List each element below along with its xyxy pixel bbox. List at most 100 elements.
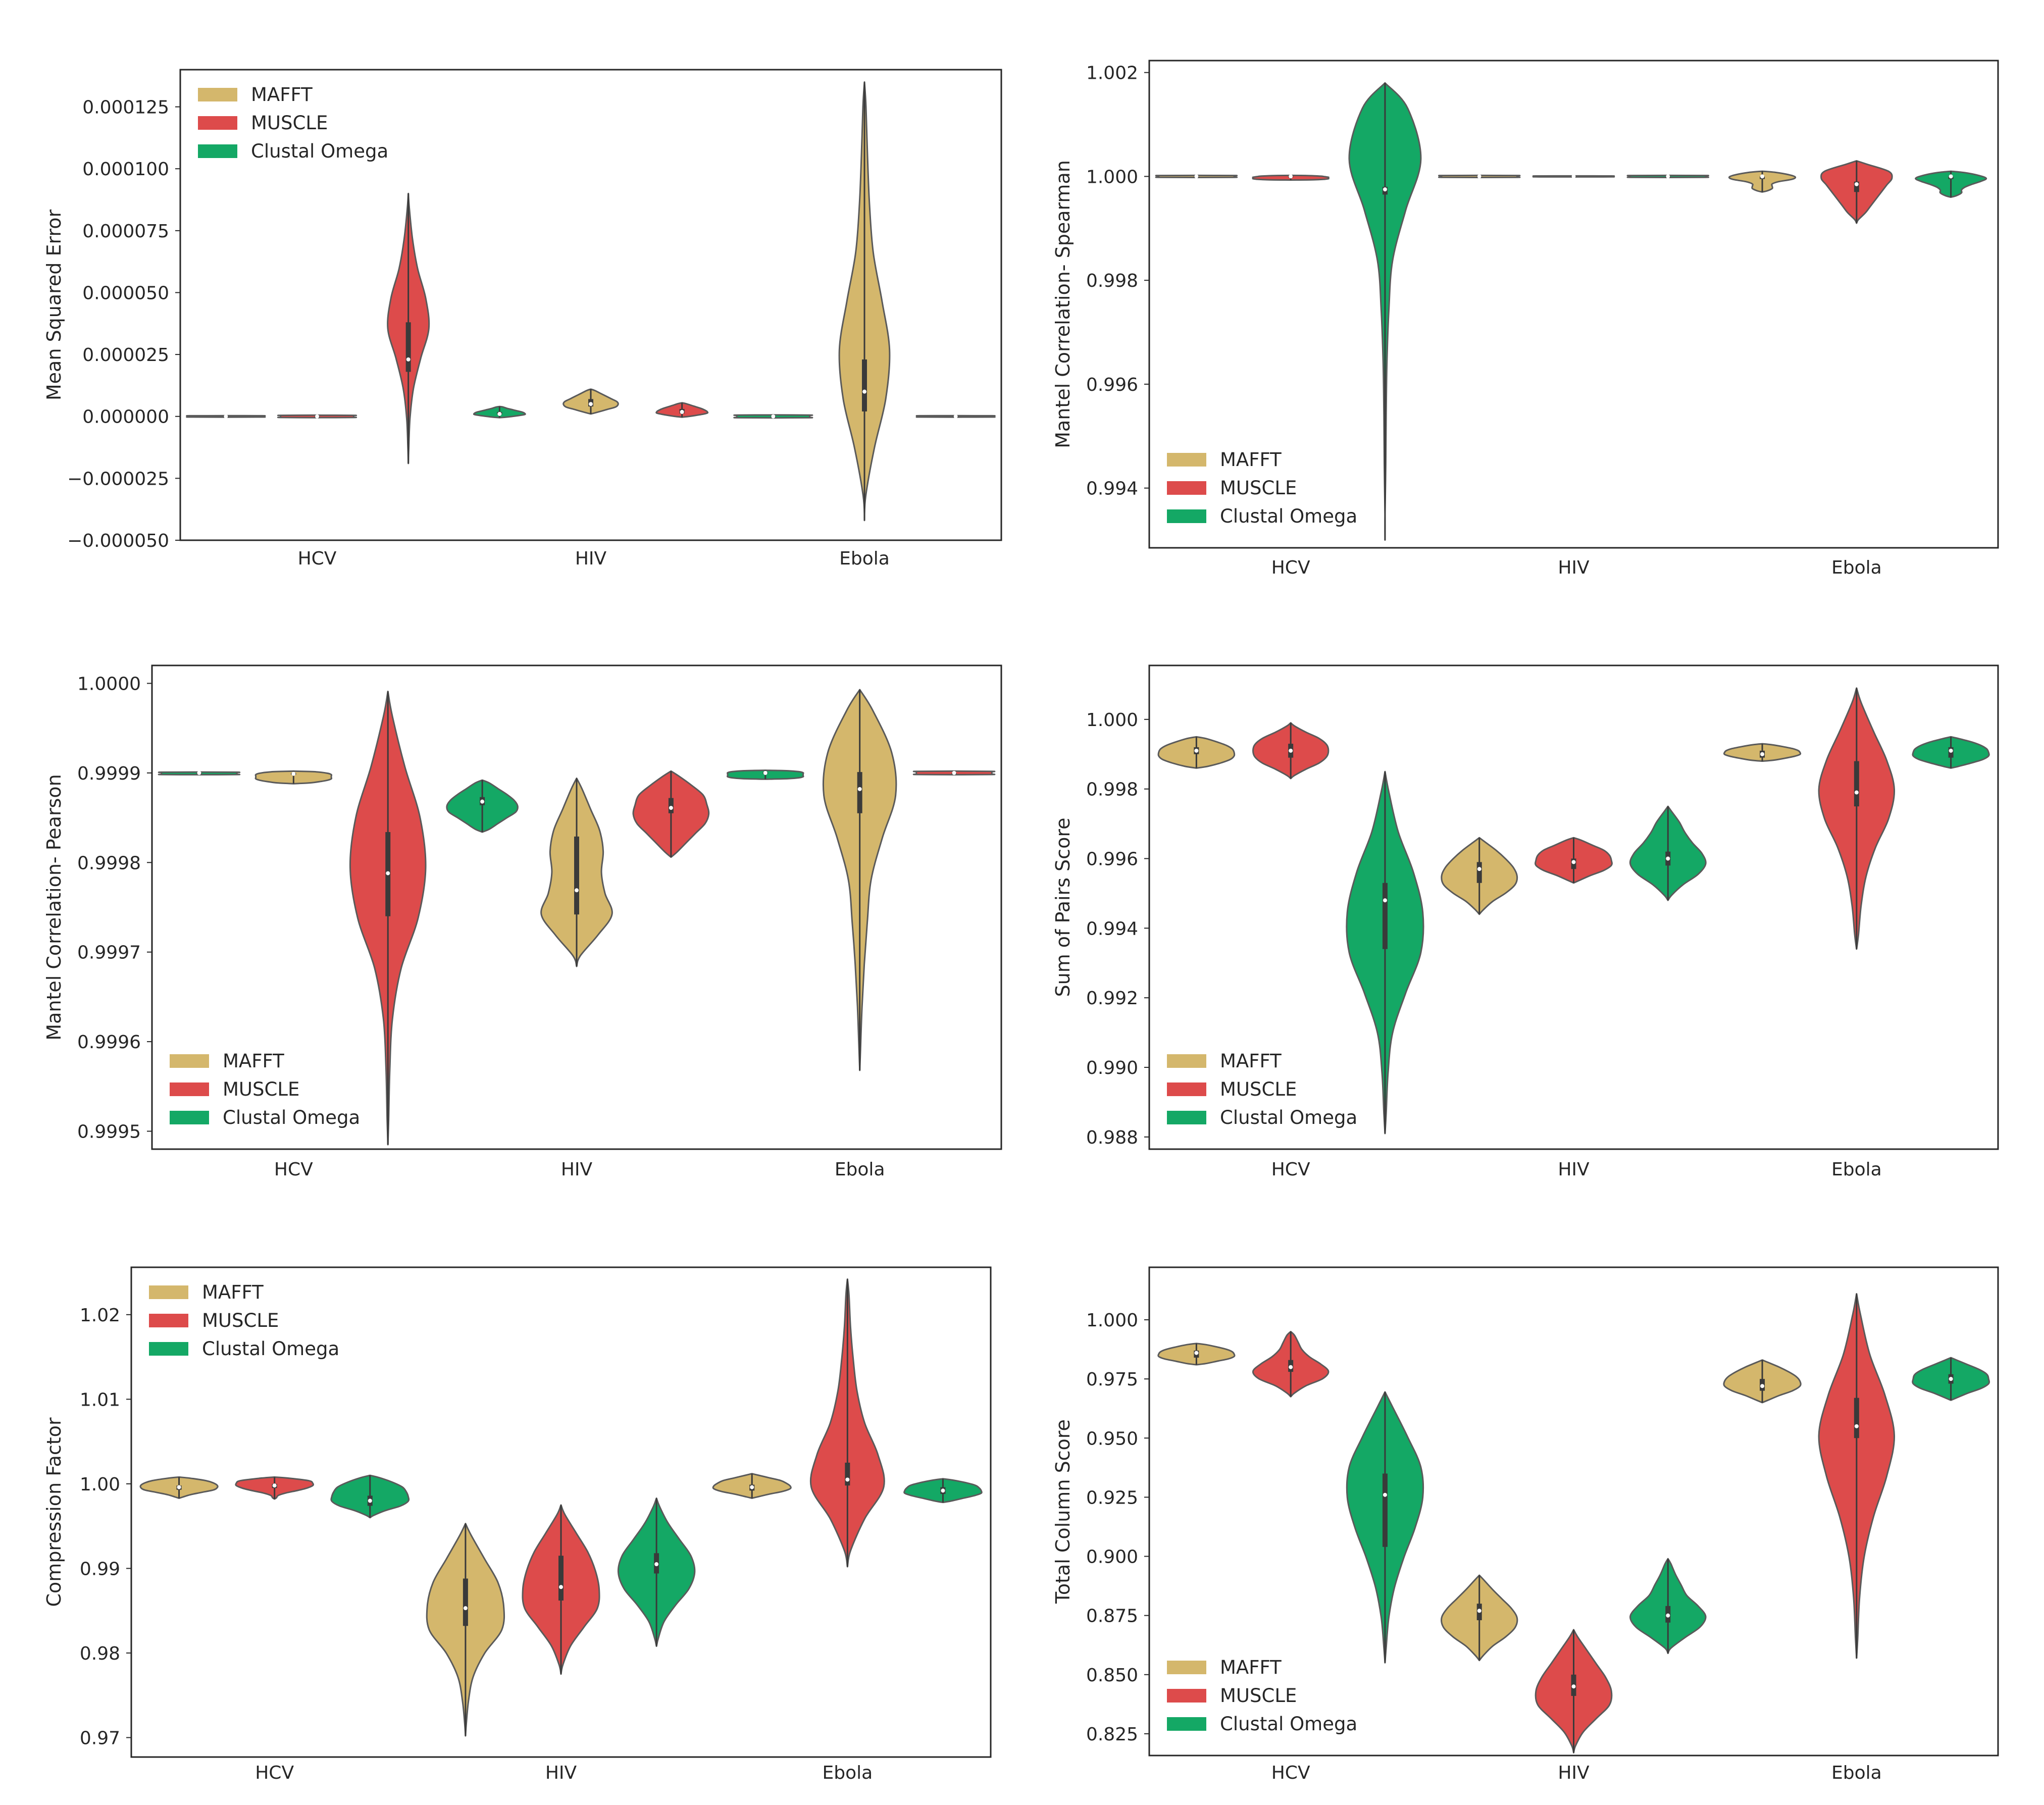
violin-iqr-box: [1382, 883, 1388, 949]
y-tick-label: 0.992: [1086, 988, 1138, 1009]
legend-label: MUSCLE: [251, 112, 328, 134]
y-tick-label: 0.825: [1086, 1724, 1138, 1745]
legend-label: Clustal Omega: [202, 1338, 339, 1360]
legend-swatch-mafft: [149, 1285, 188, 1299]
y-tick-label: 0.988: [1086, 1127, 1138, 1148]
legend: MAFFT MUSCLE Clustal Omega: [149, 1281, 339, 1360]
x-category-label: HCV: [274, 1159, 313, 1180]
y-tick-label: 0.9998: [77, 853, 141, 873]
y-tick-label: 1.01: [80, 1389, 120, 1410]
violin-median-dot: [1477, 174, 1481, 179]
legend-swatch-mafft: [170, 1054, 209, 1068]
legend-label: MAFFT: [1220, 1657, 1282, 1678]
y-axis-label: Total Column Score: [1052, 1419, 1074, 1604]
violin-median-dot: [1477, 1609, 1481, 1613]
legend-swatch-clustal-omega: [1167, 1717, 1206, 1731]
legend-swatch-mafft: [198, 88, 237, 101]
violin-median-dot: [1571, 860, 1576, 864]
y-tick-label: 1.000: [1086, 1310, 1138, 1331]
violin-iqr-box: [862, 359, 867, 411]
y-tick-label: 1.002: [1086, 63, 1138, 84]
y-tick-label: 0.998: [1086, 271, 1138, 291]
y-tick-label: 1.000: [1086, 710, 1138, 731]
violin-median-dot: [291, 771, 296, 776]
legend-swatch-clustal-omega: [149, 1342, 188, 1356]
legend-label: MAFFT: [1220, 1050, 1282, 1072]
legend: MAFFT MUSCLE Clustal Omega: [198, 84, 388, 162]
violin-median-dot: [406, 357, 411, 362]
legend-label: MAFFT: [251, 84, 313, 106]
legend-swatch-muscle: [1167, 1689, 1206, 1703]
violin-median-dot: [197, 770, 201, 775]
x-category-label: Ebola: [835, 1159, 885, 1180]
y-tick-label: 0.998: [1086, 780, 1138, 800]
legend-swatch-mafft: [1167, 1661, 1206, 1674]
x-category-label: HCV: [1271, 1159, 1310, 1180]
legend-swatch-mafft: [1167, 1054, 1206, 1068]
y-tick-label: −0.000025: [67, 469, 169, 489]
y-tick-label: 0.990: [1086, 1058, 1138, 1078]
legend: MAFFT MUSCLE Clustal Omega: [1167, 1657, 1357, 1735]
y-tick-label: 0.99: [80, 1559, 120, 1579]
legend-label: MUSCLE: [1220, 1685, 1297, 1707]
violin-median-dot: [1289, 1365, 1293, 1369]
violin-iqr-box: [668, 798, 674, 813]
x-category-label: HCV: [298, 548, 337, 569]
x-category-label: HIV: [1558, 1159, 1590, 1180]
y-tick-label: 0.9999: [77, 763, 141, 784]
x-category-label: HCV: [1271, 1763, 1310, 1783]
violin-median-dot: [1666, 174, 1670, 179]
violin-median-dot: [1477, 867, 1481, 871]
violin-median-dot: [1383, 187, 1387, 192]
legend-swatch-muscle: [170, 1082, 209, 1096]
violin-median-dot: [368, 1499, 372, 1503]
violin-median-dot: [1194, 1351, 1199, 1355]
legend-swatch-clustal-omega: [198, 144, 237, 158]
x-category-label: Ebola: [1831, 1763, 1882, 1783]
legend-swatch-clustal-omega: [1167, 1111, 1206, 1124]
violin-median-dot: [177, 1485, 181, 1489]
violin-median-dot: [1854, 790, 1859, 795]
y-tick-label: 0.994: [1086, 479, 1138, 499]
y-tick-label: 0.996: [1086, 849, 1138, 870]
y-tick-label: 0.9996: [77, 1032, 141, 1053]
y-tick-label: 0.996: [1086, 375, 1138, 395]
legend-swatch-muscle: [1167, 1082, 1206, 1096]
violin-median-dot: [1194, 174, 1199, 179]
y-tick-label: 0.925: [1086, 1487, 1138, 1508]
violin-median-dot: [480, 799, 485, 804]
x-category-label: HIV: [561, 1159, 593, 1180]
y-tick-label: 0.900: [1086, 1547, 1138, 1568]
violin-median-dot: [1383, 898, 1387, 903]
chart-panel-tcs: 0.825 0.850 0.875 0.900 0.925 0.950 0.975 1.000…: [1052, 1266, 1999, 1783]
violin-iqr-box: [1854, 1398, 1859, 1438]
violin-median-dot: [463, 1606, 468, 1611]
legend-label: MUSCLE: [1220, 477, 1297, 499]
legend-label: MAFFT: [1220, 449, 1282, 471]
y-tick-label: 0.000025: [82, 345, 169, 366]
violin-median-dot: [1571, 174, 1576, 179]
legend-label: Clustal Omega: [1220, 1713, 1357, 1735]
legend-swatch-muscle: [1167, 481, 1206, 495]
chart-panel-pearson: 0.9995 0.9996 0.9997 0.9998 0.9999 1.0000 Mant…: [43, 664, 1002, 1180]
violin-iqr-box: [1476, 862, 1482, 883]
violin-median-dot: [1760, 1384, 1765, 1388]
plot-frame: [130, 1266, 992, 1758]
violin-median-dot: [763, 770, 768, 775]
y-axis-label: Mean Squared Error: [43, 210, 65, 401]
violin-median-dot: [953, 414, 958, 419]
x-category-label: Ebola: [1831, 1159, 1882, 1180]
legend-label: MUSCLE: [1220, 1078, 1297, 1100]
y-tick-label: 0.000000: [82, 407, 169, 428]
violin-median-dot: [1571, 1684, 1576, 1689]
x-category-label: HIV: [545, 1763, 577, 1783]
legend-swatch-mafft: [1167, 453, 1206, 467]
violin-iqr-box: [1382, 1473, 1388, 1547]
violin-median-dot: [952, 770, 956, 775]
y-tick-label: 1.00: [80, 1474, 120, 1495]
violin-median-dot: [559, 1585, 563, 1589]
plot-frame: [151, 664, 1002, 1150]
x-category-label: Ebola: [839, 548, 890, 569]
violin-median-dot: [497, 411, 502, 416]
legend: MAFFT MUSCLE Clustal Omega: [1167, 449, 1357, 527]
